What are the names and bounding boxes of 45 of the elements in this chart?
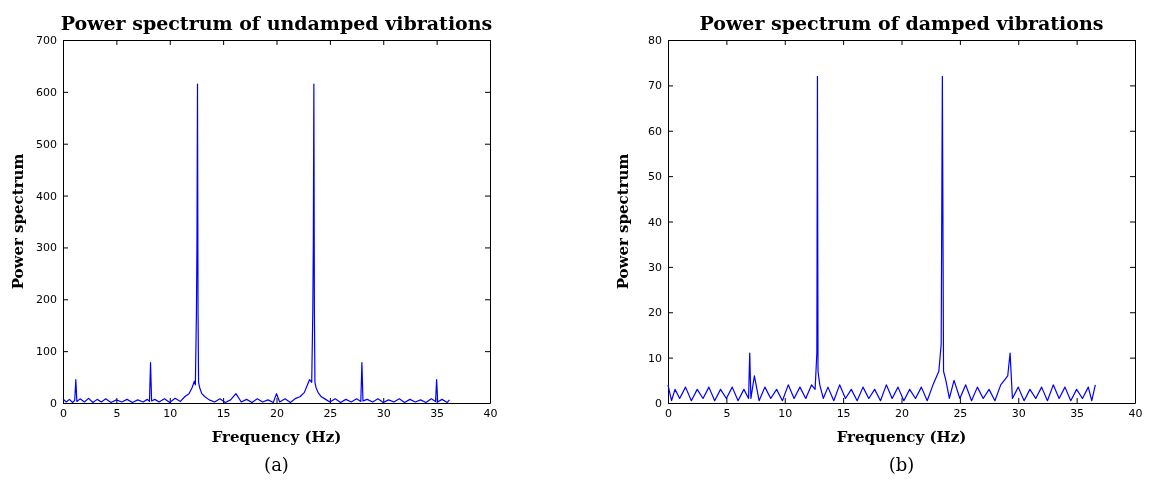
x-tick-label: 5 [113, 406, 121, 420]
x-tick-label: 20 [270, 406, 284, 420]
x-tick-label: 35 [430, 406, 445, 420]
x-tick-label: 5 [723, 406, 731, 420]
x-tick-label: 40 [483, 406, 498, 420]
x-axis-title: Frequency (Hz) [836, 428, 967, 446]
y-tick-label: 40 [648, 215, 662, 229]
y-tick-label: 70 [648, 79, 662, 93]
text: (b) [888, 454, 915, 475]
y-tick-label: 0 [50, 397, 57, 411]
y-tick-label: 80 [648, 34, 662, 48]
x-tick-label: 25 [953, 406, 968, 420]
y-tick-label: 30 [648, 260, 662, 274]
y-tick-label: 600 [36, 85, 57, 99]
y-tick-label: 200 [36, 293, 57, 307]
x-tick-label: 10 [778, 406, 793, 420]
y-tick-label: 20 [648, 306, 662, 320]
x-tick-label: 40 [1128, 406, 1143, 420]
y-tick-label: 0 [655, 397, 662, 411]
line-series [667, 75, 1096, 402]
x-tick-label: 0 [665, 406, 672, 420]
x-tick-label: 15 [836, 406, 851, 420]
x-tick-label: 30 [376, 406, 391, 420]
y-tick-label: 500 [36, 137, 57, 151]
y-tick-label: 700 [36, 34, 57, 48]
line-series [62, 83, 451, 404]
y-tick-label: 400 [36, 189, 57, 203]
chart-title: Power spectrum of damped vibrations [699, 12, 1104, 34]
x-tick-label: 10 [163, 406, 178, 420]
x-tick-label: 15 [216, 406, 231, 420]
x-tick-label: 0 [60, 406, 67, 420]
x-tick-label: 20 [895, 406, 909, 420]
x-tick-label: 35 [1070, 406, 1085, 420]
y-axis-title: Power spectrum [614, 153, 632, 290]
chart-title: Power spectrum of undamped vibrations [60, 12, 493, 34]
y-tick-label: 10 [648, 351, 662, 365]
y-axis-title: Power spectrum [9, 153, 27, 290]
x-tick-label: 30 [1011, 406, 1026, 420]
y-tick-label: 300 [36, 241, 57, 255]
x-axis-title: Frequency (Hz) [211, 428, 342, 446]
x-tick-label: 25 [323, 406, 338, 420]
text: (a) [264, 454, 289, 475]
y-tick-label: 50 [648, 170, 662, 184]
y-tick-label: 60 [648, 124, 662, 138]
y-tick-label: 100 [36, 345, 57, 359]
